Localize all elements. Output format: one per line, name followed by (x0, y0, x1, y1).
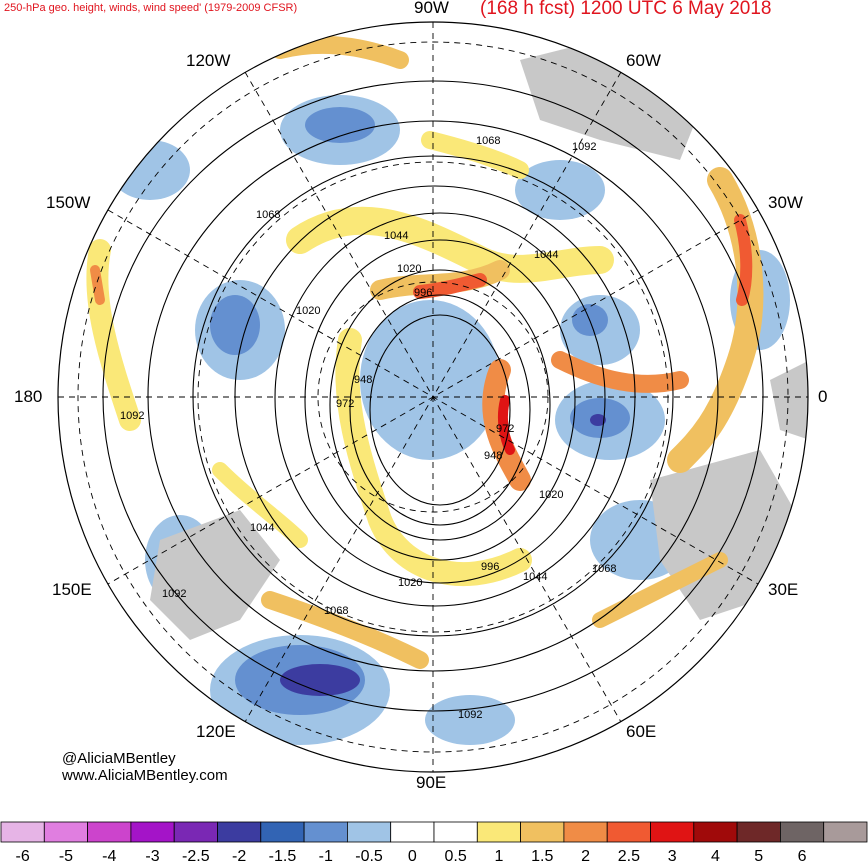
contour-label: 996 (481, 561, 499, 573)
colorbar (0, 821, 868, 843)
colorbar-tick-label: 3 (667, 848, 677, 865)
contour-label: 1044 (534, 249, 558, 261)
contour-label: 1092 (162, 588, 186, 600)
lon-label-90e: 90E (416, 773, 447, 792)
contour-label: 1092 (458, 709, 482, 721)
colorbar-tick-label: -1.5 (268, 848, 297, 865)
colorbar-tick-label: 2 (581, 848, 590, 865)
lon-label-120e: 120E (196, 722, 236, 741)
colorbar-tick-label: -2 (232, 848, 247, 865)
contour-label: 1092 (120, 410, 144, 422)
contour-label: 1020 (397, 263, 421, 275)
colorbar-swatch (823, 821, 868, 843)
colorbar-swatch (693, 821, 738, 843)
contour-label: 1044 (523, 571, 547, 583)
lon-label-90w: 90W (414, 0, 449, 17)
contour-label: 972 (496, 423, 514, 435)
contour-label: 1020 (539, 489, 563, 501)
colorbar-tick-label: 0.5 (444, 848, 467, 865)
colorbar-swatch (0, 821, 45, 843)
lon-label-150e: 150E (52, 580, 92, 599)
colorbar-swatch (260, 821, 305, 843)
lon-label-0: 0 (818, 387, 828, 406)
positive-anomaly-shading (86, 35, 764, 669)
contour-label: 996 (414, 287, 432, 299)
contour-label: 1020 (296, 305, 320, 317)
colorbar-tick-label: 5 (754, 848, 764, 865)
colorbar-swatch (346, 821, 392, 843)
colorbar-tick-label: 6 (797, 848, 807, 865)
lon-label-30e: 30E (768, 580, 799, 599)
map-title-left: 250-hPa geo. height, winds, wind speed' … (4, 2, 298, 14)
colorbar-swatch (650, 821, 695, 843)
colorbar-tick-label: 0 (407, 848, 417, 865)
contour-label: 1044 (384, 230, 408, 242)
colorbar-tick-label: 1 (494, 848, 504, 865)
graticule (58, 22, 808, 772)
contour-label: 1068 (324, 605, 348, 617)
colorbar-swatch (476, 821, 521, 843)
colorbar-tick-label: -5 (58, 848, 74, 865)
contour-label: 1068 (592, 563, 616, 575)
lon-label-60w: 60W (626, 51, 661, 70)
colorbar-tick-label: 1.5 (531, 848, 554, 865)
lon-label-150w: 150W (46, 193, 91, 212)
colorbar-swatch (433, 821, 478, 843)
colorbar-swatch (173, 821, 218, 843)
contour-label: 948 (484, 450, 502, 462)
credit-handle: @AliciaMBentley (62, 750, 176, 767)
contour-label: 1092 (572, 141, 596, 153)
colorbar-swatch (217, 821, 262, 843)
contour-labels: 1092 1068 1044 1020 996 1068 1044 1020 1… (120, 135, 616, 721)
colorbar-tick-label: 2.5 (617, 848, 640, 865)
colorbar-tick-label: -3 (145, 848, 160, 865)
contour-label: 1068 (256, 209, 280, 221)
contour-label: 948 (354, 374, 372, 386)
lon-label-60e: 60E (626, 722, 657, 741)
map-title-right: (168 h fcst) 1200 UTC 6 May 2018 (480, 0, 772, 19)
credit-website: www.AliciaMBentley.com (62, 767, 228, 784)
colorbar-tick-label: -0.5 (355, 848, 383, 865)
colorbar-swatch (606, 821, 651, 843)
colorbar-tick-label: -6 (15, 848, 30, 865)
colorbar-tick-label: -1 (318, 848, 333, 865)
contour-label: 972 (336, 398, 354, 410)
colorbar-swatch (563, 821, 608, 843)
colorbar-swatch (43, 821, 88, 843)
map-field (58, 22, 808, 772)
map-border (57, 21, 809, 773)
very-strong-negative-shading (280, 414, 606, 696)
colorbar-swatch (736, 821, 781, 843)
contour-label: 1068 (476, 135, 500, 147)
contour-label: 1020 (398, 577, 422, 589)
colorbar-swatch (780, 821, 825, 843)
colorbar-swatch (87, 821, 132, 843)
colorbar-tick-label: 4 (710, 848, 720, 865)
colorbar-swatch (303, 821, 348, 843)
lon-label-180: 180 (14, 387, 43, 406)
lon-label-120w: 120W (186, 51, 231, 70)
colorbar-swatch (520, 821, 565, 843)
colorbar-tick-label: -2.5 (182, 848, 210, 865)
colorbar-tick-label: -4 (102, 848, 117, 865)
contour-label: 1044 (250, 522, 274, 534)
colorbar-swatch (390, 821, 435, 843)
lon-label-30w: 30W (768, 193, 803, 212)
colorbar-swatch (130, 821, 175, 843)
